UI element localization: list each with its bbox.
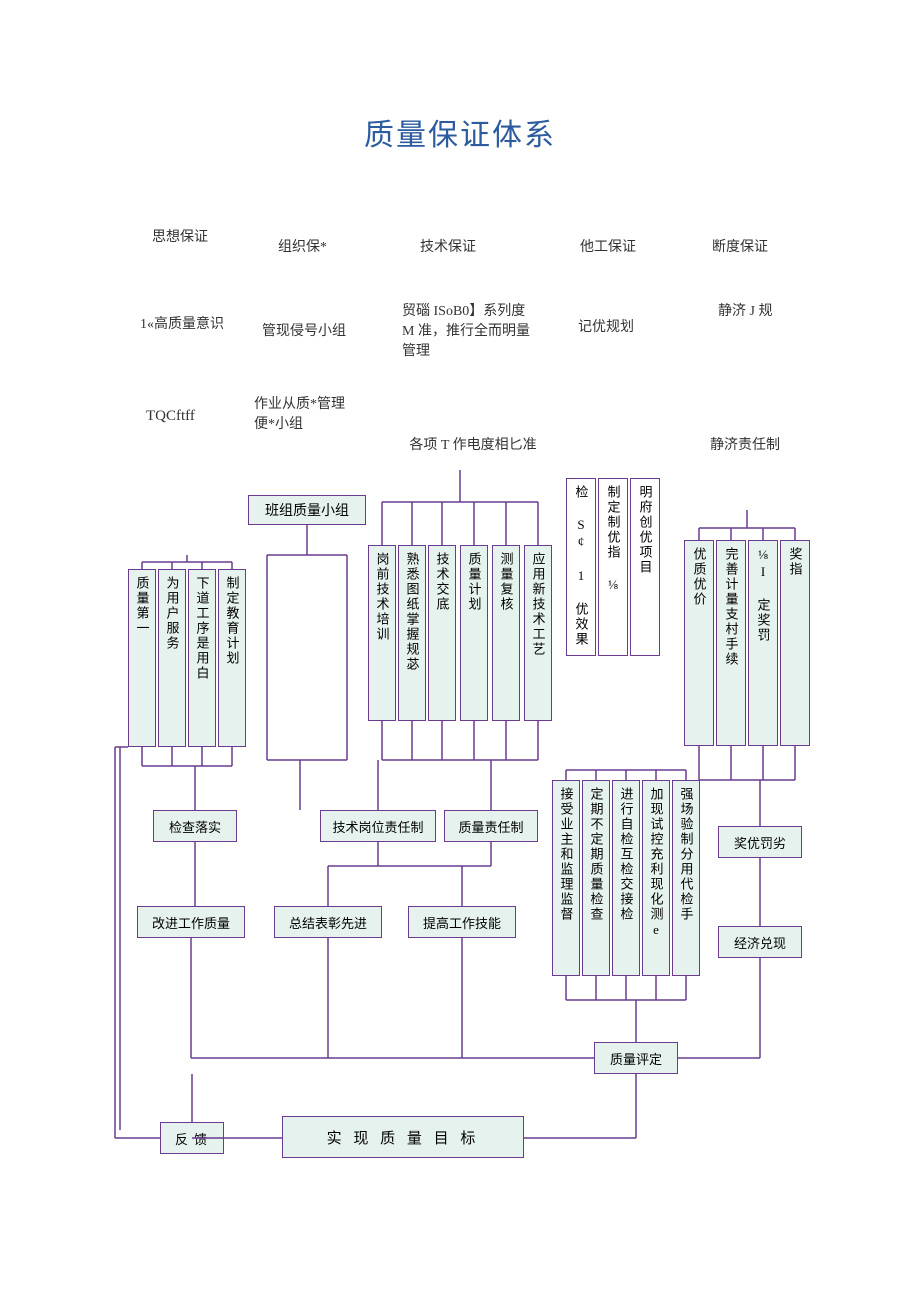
colE-e5: 强场验制分用代检手 xyxy=(672,780,700,976)
colA-a2: 为用户服务 xyxy=(158,569,186,747)
row4-r4: 奖优罚劣 xyxy=(718,826,802,858)
row3-c1: TQCftff xyxy=(146,408,195,425)
colA-a1: 质量第一 xyxy=(128,569,156,747)
colB-b6: 应用新技术工艺 xyxy=(524,545,552,721)
row3-c2: 作业从质*管理便*小组 xyxy=(254,393,354,433)
box-fk: 反馈 xyxy=(160,1122,224,1154)
row2-c3: 贸碯 ISoB0】系列度 M 准，推行全而明量管理 xyxy=(402,300,532,360)
colA-a4: 制定教育计划 xyxy=(218,569,246,747)
row1-c5: 断度保证 xyxy=(712,236,768,256)
box-pd: 质量评定 xyxy=(594,1042,678,1074)
row5-r4: 经济兑现 xyxy=(718,926,802,958)
row4-r2: 技术岗位责任制 xyxy=(320,810,436,842)
page-title: 质量保证体系 xyxy=(0,110,920,154)
colE-e4: 加现试控充利现化测e xyxy=(642,780,670,976)
colC-c3: 明府创优项目 xyxy=(630,478,660,656)
colB-b2: 熟悉图纸掌握规苾 xyxy=(398,545,426,721)
row4-r3: 质量责任制 xyxy=(444,810,538,842)
colD-d3: ⅛I 定奖罚 xyxy=(748,540,778,746)
colB-b4: 质量计划 xyxy=(460,545,488,721)
colB-b1: 岗前技术培训 xyxy=(368,545,396,721)
colA-a3: 下道工序是用白 xyxy=(188,569,216,747)
row2-c4: 记优规划 xyxy=(578,316,634,336)
row1-c2: 组织保* xyxy=(278,236,327,256)
row1-c4: 他工保证 xyxy=(580,236,636,256)
colD-d4: 奖指 xyxy=(780,540,810,746)
colB-b5: 测量复核 xyxy=(492,545,520,721)
colE-e2: 定期不定期质量检查 xyxy=(582,780,610,976)
colB-b3: 技术交底 xyxy=(428,545,456,721)
colE-e3: 进行自检互检交接检 xyxy=(612,780,640,976)
box-bzxz: 班组质量小组 xyxy=(248,495,366,525)
row1-c3: 技术保证 xyxy=(420,236,476,256)
colD-d2: 完善计量支村手续 xyxy=(716,540,746,746)
row3-c5: 静济责任制 xyxy=(710,434,780,454)
row5-r1: 改进工作质量 xyxy=(137,906,245,938)
box-mb: 实 现 质 量 目 标 xyxy=(282,1116,524,1158)
row4-r1: 检查落实 xyxy=(153,810,237,842)
row1-c1: 思想保证 xyxy=(152,226,208,246)
row2-c5: 静济 J 规 xyxy=(718,300,772,320)
row5-r2: 总结表彰先进 xyxy=(274,906,382,938)
row5-r3: 提高工作技能 xyxy=(408,906,516,938)
row2-c1: 1«高质量意识 xyxy=(140,313,230,333)
colC-c1: 检 S¢ 1 优效果 xyxy=(566,478,596,656)
row2-c2: 管现侵号小组 xyxy=(262,320,346,340)
row3-c3: 各项 T 作电度相匕准 xyxy=(408,434,538,454)
colD-d1: 优质优价 xyxy=(684,540,714,746)
colC-c2: 制定制优指 ⅛ xyxy=(598,478,628,656)
colE-e1: 接受业主和监理监督 xyxy=(552,780,580,976)
